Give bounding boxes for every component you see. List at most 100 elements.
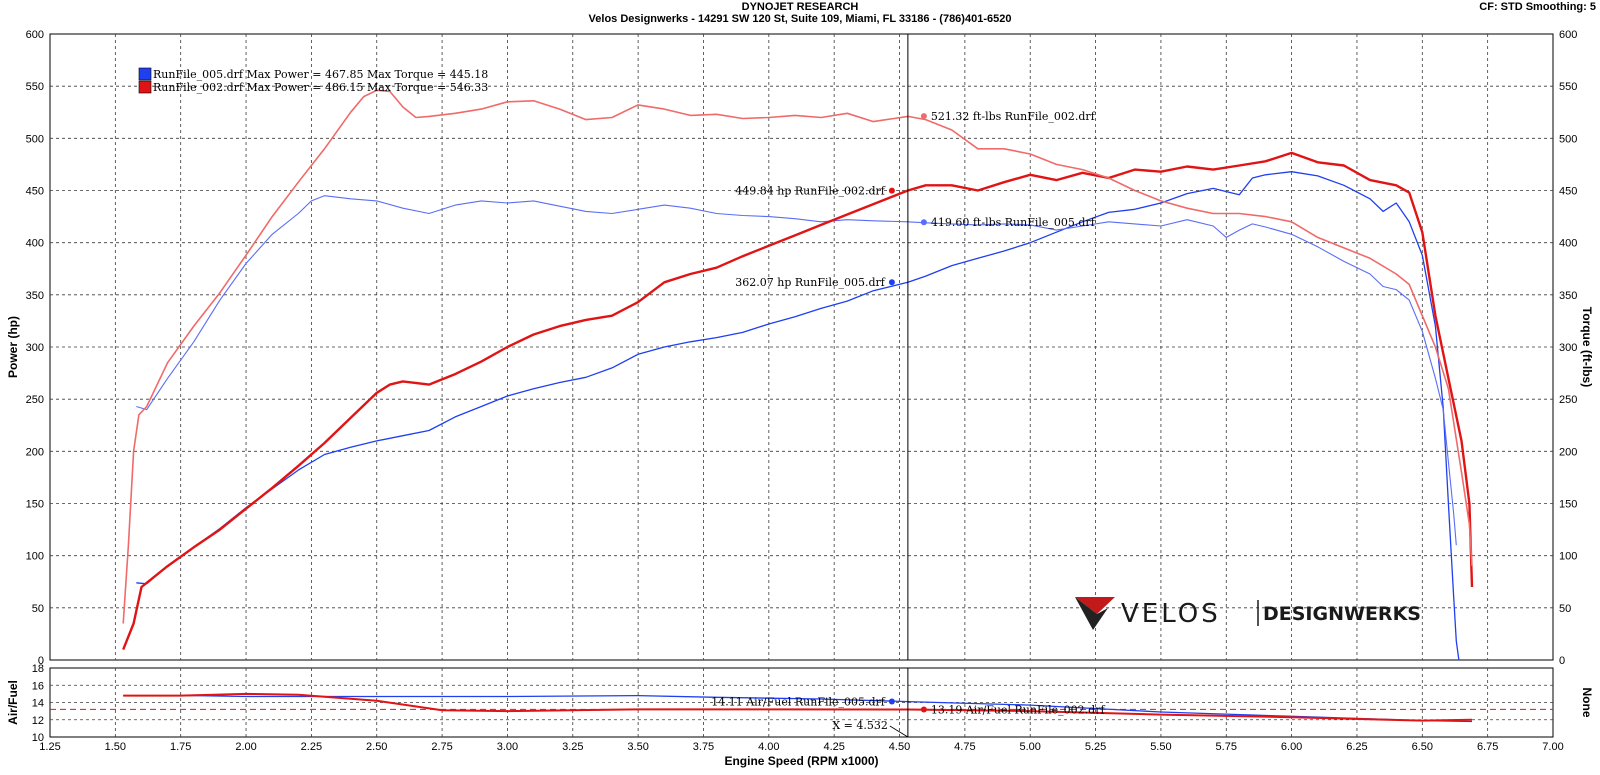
y-axis-right-label: Torque (ft-lbs) (1580, 307, 1594, 387)
cursor-marker (920, 219, 927, 226)
main-ytick-left: 350 (26, 290, 44, 302)
logo-dark-chevron (1075, 597, 1108, 630)
xtick-label: 7.00 (1542, 741, 1563, 753)
chart-title: DYNOJET RESEARCH (742, 1, 859, 13)
main-ytick-right: 350 (1559, 290, 1577, 302)
cursor-readout-label: 419.60 ft-lbs RunFile_005.drf (931, 216, 1096, 229)
xtick-label: 1.50 (105, 741, 126, 753)
xtick-label: 2.75 (431, 741, 452, 753)
x-axis-label: Engine Speed (RPM x1000) (724, 754, 878, 768)
series-runfile_002-drftorque-line (122, 89, 1473, 624)
cursor-annotations: 521.32 ft-lbs RunFile_002.drf 449.84 hp R… (711, 34, 1106, 738)
main-ytick-right: 450 (1559, 186, 1577, 198)
xtick-label: 3.75 (693, 741, 714, 753)
main-ytick-left: 300 (26, 342, 44, 354)
cursor-x-leader (889, 725, 909, 738)
legend-swatch (138, 80, 152, 94)
xtick-label: 5.50 (1150, 741, 1171, 753)
main-ytick-left: 400 (26, 238, 44, 250)
settings-readout: CF: STD Smoothing: 5 (1479, 1, 1596, 13)
logo-brand-text: VELOS (1121, 599, 1221, 629)
main-ytick-right: 100 (1559, 551, 1577, 563)
xtick-label: 6.75 (1477, 741, 1498, 753)
xtick-label: 2.25 (301, 741, 322, 753)
main-ytick-left: 200 (26, 446, 44, 458)
xtick-label: 1.25 (39, 741, 60, 753)
xtick-label: 6.50 (1412, 741, 1433, 753)
xtick-label: 5.00 (1020, 741, 1041, 753)
main-ytick-right: 500 (1559, 133, 1577, 145)
afr-cursor-marker (888, 698, 895, 705)
main-ytick-right: 400 (1559, 238, 1577, 250)
main-ytick-left: 550 (26, 81, 44, 93)
series-runfile_005-drfpower-line (136, 171, 1460, 661)
main-ytick-right: 200 (1559, 446, 1577, 458)
xtick-label: 3.50 (627, 741, 648, 753)
afr-series-layer (123, 692, 1473, 723)
main-ytick-right: 50 (1559, 603, 1571, 615)
xtick-label: 4.25 (823, 741, 844, 753)
cursor-marker (888, 279, 895, 286)
main-ytick-right: 300 (1559, 342, 1577, 354)
main-ytick-left: 500 (26, 133, 44, 145)
cursor-marker (888, 187, 895, 194)
series-layer (122, 89, 1474, 661)
main-ytick-left: 250 (26, 394, 44, 406)
afr-ytick: 10 (32, 732, 44, 744)
xtick-label: 1.75 (170, 741, 191, 753)
xtick-label: 4.00 (758, 741, 779, 753)
logo-red-chevron (1075, 597, 1115, 614)
main-ytick-left: 50 (32, 603, 44, 615)
legend-swatch (138, 67, 152, 81)
main-ytick-left: 150 (26, 499, 44, 511)
afr-series-runfile_002-drfline (123, 692, 1473, 722)
xtick-label: 5.25 (1085, 741, 1106, 753)
xtick-label: 5.75 (1216, 741, 1237, 753)
afr-readout-label: 14.11 Air/Fuel RunFile_005.drf (711, 696, 886, 709)
xtick-label: 3.00 (497, 741, 518, 753)
main-ytick-left: 100 (26, 551, 44, 563)
afr-ytick: 16 (32, 680, 44, 692)
cursor-readout-label: 521.32 ft-lbs RunFile_002.drf (931, 110, 1096, 123)
xtick-label: 6.00 (1281, 741, 1302, 753)
main-ytick-left: 450 (26, 186, 44, 198)
main-ytick-left: 600 (26, 29, 44, 41)
y-axis-left-label: Power (hp) (6, 316, 20, 378)
legend-entry-text: RunFile_005.drf Max Power = 467.85 Max T… (153, 68, 488, 81)
chart-legend: RunFile_005.drf Max Power = 467.85 Max T… (138, 67, 488, 94)
afr-right-axis-label: None (1580, 688, 1594, 718)
afr-ytick: 18 (32, 663, 44, 675)
axis-labels: Engine Speed (RPM x1000) Power (hp) Torque… (6, 307, 1594, 768)
velos-logo: VELOS DESIGNWERKS (1075, 597, 1421, 630)
main-grid: 0 0 50 50 100 100 150 150 200 200 250 250 300 300 350 3… (26, 29, 1578, 753)
cursor-readout-label: 362.07 hp RunFile_005.drf (735, 276, 886, 289)
main-ytick-right: 550 (1559, 81, 1577, 93)
main-ytick-right: 0 (1559, 655, 1565, 667)
main-ytick-right: 600 (1559, 29, 1577, 41)
legend-entry-text: RunFile_002.drf Max Power = 486.15 Max T… (153, 81, 488, 94)
afr-ytick: 12 (32, 715, 44, 727)
afr-series-runfile_005-drfline (123, 694, 1473, 723)
chart-subtitle: Velos Designwerks - 14291 SW 120 St, Sui… (589, 13, 1012, 25)
xtick-label: 2.00 (235, 741, 256, 753)
xtick-label: 4.75 (954, 741, 975, 753)
afr-readout-label: 13.19 Air/Fuel RunFile_002.drf (931, 703, 1106, 716)
cursor-x-readout: X = 4.532 (832, 719, 888, 732)
cursor-readout-label: 449.84 hp RunFile_002.drf (735, 185, 886, 198)
xtick-label: 4.50 (889, 741, 910, 753)
series-runfile_002-drfpower-line (122, 151, 1474, 651)
xtick-label: 3.25 (562, 741, 583, 753)
main-ytick-right: 250 (1559, 394, 1577, 406)
afr-cursor-marker (920, 706, 927, 713)
afr-axis-label: Air/Fuel (6, 680, 20, 725)
logo-sub-text: DESIGNWERKS (1263, 603, 1421, 625)
main-ytick-left: 0 (38, 655, 44, 667)
cursor-marker (920, 113, 927, 120)
main-ytick-right: 150 (1559, 499, 1577, 511)
xtick-label: 2.50 (366, 741, 387, 753)
afr-ytick: 14 (32, 698, 44, 710)
series-runfile_005-drftorque-line (136, 195, 1457, 546)
xtick-label: 6.25 (1346, 741, 1367, 753)
